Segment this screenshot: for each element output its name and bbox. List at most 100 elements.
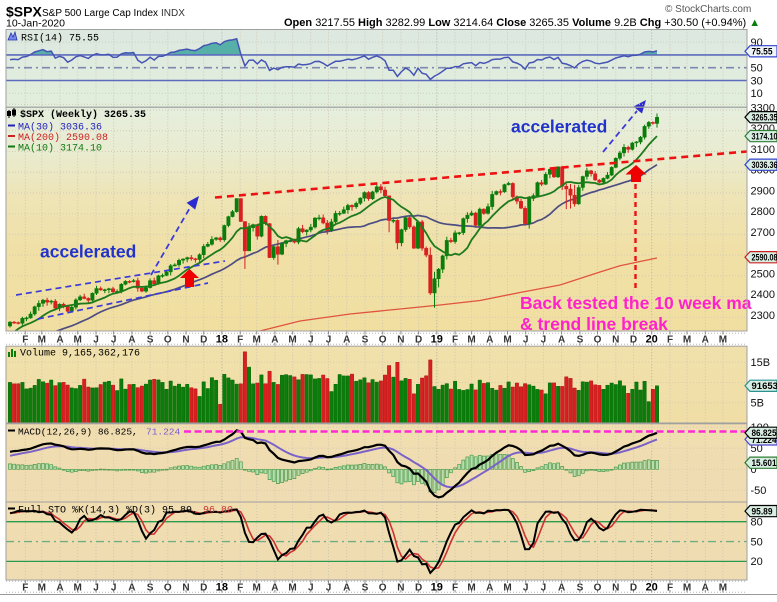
- svg-text:D: D: [630, 335, 637, 346]
- svg-text:J: J: [93, 583, 99, 594]
- svg-text:20: 20: [646, 582, 658, 594]
- svg-text:O: O: [379, 583, 387, 594]
- svg-text:D: D: [415, 583, 422, 594]
- svg-text:A: A: [271, 583, 278, 594]
- svg-text:J: J: [541, 583, 547, 594]
- svg-text:18: 18: [216, 582, 228, 594]
- svg-text:N: N: [397, 335, 404, 346]
- svg-text:N: N: [612, 583, 619, 594]
- svg-text:D: D: [200, 583, 207, 594]
- svg-text:M: M: [38, 335, 46, 346]
- svg-text:F: F: [22, 335, 28, 346]
- svg-text:S: S: [362, 335, 369, 346]
- svg-text:M: M: [683, 583, 691, 594]
- svg-text:J: J: [326, 583, 332, 594]
- svg-text:M: M: [467, 335, 475, 346]
- svg-text:F: F: [237, 583, 243, 594]
- svg-text:F: F: [667, 335, 673, 346]
- svg-text:J: J: [523, 335, 529, 346]
- svg-text:D: D: [415, 335, 422, 346]
- svg-text:-50: -50: [751, 485, 767, 497]
- svg-text:S: S: [577, 335, 584, 346]
- svg-text:19: 19: [431, 334, 443, 346]
- svg-text:N: N: [612, 335, 619, 346]
- svg-text:O: O: [594, 335, 602, 346]
- svg-text:95.89: 95.89: [752, 507, 773, 518]
- svg-text:A: A: [343, 583, 350, 594]
- svg-text:M: M: [503, 583, 511, 594]
- svg-text:20: 20: [646, 334, 658, 346]
- svg-text:75.55: 75.55: [752, 47, 774, 58]
- svg-text:J: J: [308, 583, 314, 594]
- svg-text:N: N: [182, 583, 189, 594]
- svg-text:3174.10: 3174.10: [752, 132, 777, 143]
- svg-text:71.224: 71.224: [146, 427, 181, 438]
- svg-text:S: S: [362, 583, 369, 594]
- svg-text:30: 30: [751, 75, 763, 87]
- svg-text:A: A: [343, 335, 350, 346]
- svg-text:50: 50: [751, 536, 763, 548]
- svg-text:M: M: [719, 583, 727, 594]
- svg-text:O: O: [164, 583, 172, 594]
- svg-text:M: M: [503, 335, 511, 346]
- svg-text:Volume 9,165,362,176: Volume 9,165,362,176: [20, 348, 140, 360]
- svg-text:A: A: [56, 335, 63, 346]
- svg-text:2800: 2800: [751, 206, 775, 218]
- svg-text:J: J: [93, 335, 99, 346]
- svg-text:M: M: [467, 583, 475, 594]
- svg-text:15.601: 15.601: [752, 458, 777, 469]
- svg-text:20: 20: [751, 556, 763, 568]
- svg-text:50: 50: [751, 63, 763, 75]
- svg-text:F: F: [237, 335, 243, 346]
- svg-text:3100: 3100: [751, 144, 775, 156]
- svg-text:S: S: [147, 335, 154, 346]
- svg-text:O: O: [379, 335, 387, 346]
- svg-text:M: M: [719, 335, 727, 346]
- svg-text:15B: 15B: [751, 357, 771, 369]
- svg-text:S: S: [577, 583, 584, 594]
- svg-text:F: F: [452, 583, 458, 594]
- svg-text:O: O: [594, 583, 602, 594]
- svg-text:MA(10) 3174.10: MA(10) 3174.10: [18, 143, 102, 155]
- svg-text:D: D: [630, 583, 637, 594]
- svg-text:Full STO %K(14,3) %D(3) 95.89,: Full STO %K(14,3) %D(3) 95.89,: [18, 505, 198, 517]
- svg-text:80: 80: [751, 517, 763, 529]
- svg-text:9165362176: 9165362176: [752, 381, 777, 392]
- svg-text:M: M: [38, 583, 46, 594]
- svg-text:N: N: [397, 583, 404, 594]
- svg-text:19: 19: [431, 582, 443, 594]
- svg-text:3265.35: 3265.35: [752, 113, 777, 124]
- svg-text:J: J: [111, 335, 117, 346]
- svg-text:F: F: [452, 335, 458, 346]
- svg-text:J: J: [326, 335, 332, 346]
- svg-text:Back tested the 10 week ma: Back tested the 10 week ma: [520, 293, 752, 313]
- svg-text:A: A: [558, 335, 565, 346]
- svg-text:J: J: [523, 583, 529, 594]
- svg-text:86.825: 86.825: [752, 428, 777, 439]
- svg-text:A: A: [128, 335, 135, 346]
- svg-text:18: 18: [216, 334, 228, 346]
- svg-text:A: A: [558, 583, 565, 594]
- svg-text:A: A: [486, 583, 493, 594]
- svg-text:M: M: [74, 583, 82, 594]
- svg-text:M: M: [253, 335, 261, 346]
- svg-text:A: A: [486, 335, 493, 346]
- svg-text:$SPX (Weekly) 3265.35: $SPX (Weekly) 3265.35: [20, 109, 146, 121]
- svg-text:2400: 2400: [751, 289, 775, 301]
- svg-text:10: 10: [751, 88, 763, 100]
- svg-text:N: N: [182, 335, 189, 346]
- svg-text:MACD(12,26,9) 86.825,: MACD(12,26,9) 86.825,: [18, 427, 138, 438]
- svg-text:MA(30) 3036.36: MA(30) 3036.36: [18, 122, 102, 134]
- svg-text:3036.36: 3036.36: [752, 160, 777, 171]
- svg-text:A: A: [702, 583, 709, 594]
- svg-text:A: A: [271, 335, 278, 346]
- svg-text:Open 3217.55 High 3282.99 Low: Open 3217.55 High 3282.99 Low 3214.64 Cl…: [284, 17, 760, 29]
- svg-text:J: J: [111, 583, 117, 594]
- svg-text:A: A: [702, 335, 709, 346]
- svg-text:M: M: [288, 583, 296, 594]
- svg-text:O: O: [164, 335, 172, 346]
- svg-text:J: J: [541, 335, 547, 346]
- svg-text:5B: 5B: [751, 397, 764, 409]
- svg-text:2590.08: 2590.08: [752, 253, 777, 264]
- svg-text:2900: 2900: [751, 185, 775, 197]
